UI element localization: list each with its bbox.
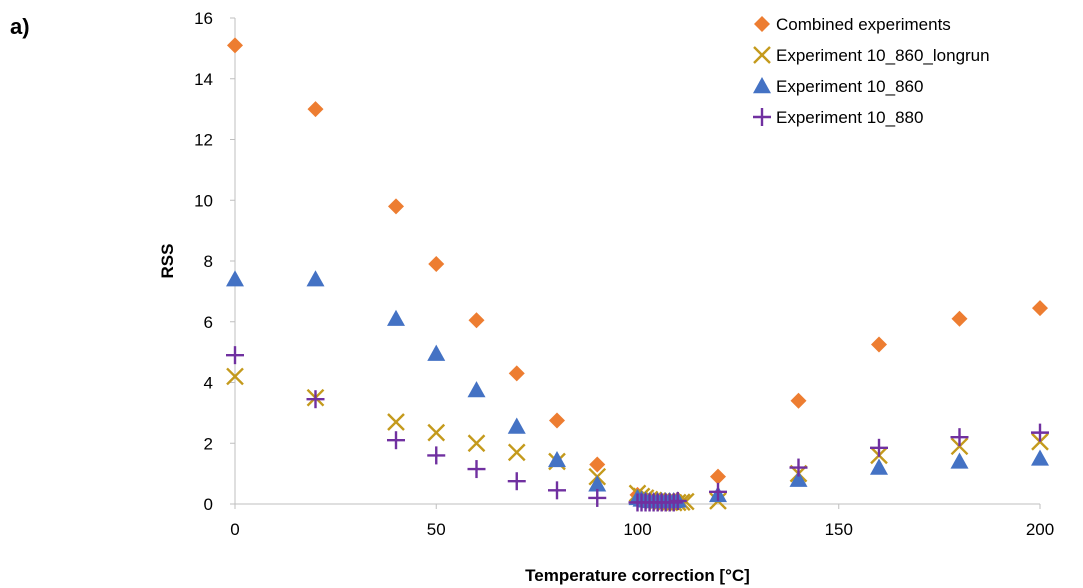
legend-label: Experiment 10_860 — [776, 77, 923, 96]
point-experiment-10-880 — [709, 482, 727, 501]
point-experiment-10-880 — [1031, 423, 1049, 442]
tick-labels: 0 2 4 6 8 10 12 14 16 0 50 100 150 200 — [194, 9, 1054, 539]
y-tick-label: 6 — [204, 313, 213, 332]
x-marker-stroke — [387, 413, 405, 431]
point-combined-experiments — [388, 198, 404, 215]
point-experiment-10-860 — [387, 309, 405, 326]
point-combined-experiments — [227, 37, 243, 54]
point-experiment-10-880 — [306, 390, 325, 409]
x-axis-title: Temperature correction [°C] — [525, 566, 750, 585]
point-experiment-10-860-longrun — [1031, 432, 1049, 451]
y-tick-label: 8 — [204, 252, 213, 271]
x-marker-stroke — [226, 367, 244, 386]
point-experiment-10-860 — [950, 452, 969, 469]
legend-marker — [753, 77, 771, 94]
point-experiment-10-880 — [664, 493, 683, 512]
point-combined-experiments — [1032, 300, 1048, 317]
point-combined-experiments — [307, 101, 324, 118]
point-experiment-10-880 — [387, 431, 405, 450]
legend-item-experiment-10-860: Experiment 10_860 — [753, 77, 923, 96]
point-experiment-10-860 — [427, 344, 446, 361]
point-experiment-10-860-longrun — [387, 413, 405, 431]
point-combined-experiments — [549, 412, 565, 429]
y-axis-title: RSS — [158, 244, 177, 279]
point-experiment-10-860 — [306, 270, 325, 287]
point-experiment-10-860-longrun — [950, 437, 969, 456]
point-experiment-10-880 — [588, 488, 607, 507]
point-experiment-10-860-longrun — [226, 367, 244, 386]
x-marker-stroke — [1031, 432, 1049, 451]
x-tick-label: 50 — [427, 520, 446, 539]
point-experiment-10-860-longrun — [507, 443, 526, 462]
point-experiment-10-860 — [548, 450, 566, 468]
point-combined-experiments — [428, 256, 445, 273]
point-combined-experiments — [710, 468, 726, 485]
panel-label: a) — [10, 14, 30, 39]
point-combined-experiments — [468, 312, 485, 329]
point-experiment-10-880 — [507, 472, 526, 491]
y-tick-label: 2 — [204, 434, 213, 453]
point-experiment-10-880 — [226, 346, 244, 365]
x-marker-stroke — [467, 434, 486, 453]
legend-item-experiment-10-860-longrun: Experiment 10_860_longrun — [753, 46, 990, 65]
point-experiment-10-880 — [427, 446, 446, 465]
y-tick-label: 14 — [194, 70, 213, 89]
x-tick-label: 0 — [230, 520, 239, 539]
x-tick-label: 200 — [1026, 520, 1054, 539]
y-tick-label: 10 — [194, 191, 213, 210]
point-combined-experiments — [951, 310, 968, 327]
point-experiment-10-880 — [789, 458, 808, 477]
x-marker-stroke — [507, 443, 526, 462]
y-tick-label: 4 — [204, 374, 213, 393]
legend-marker — [753, 108, 771, 126]
point-experiment-10-860 — [588, 475, 607, 492]
legend-item-combined-experiments: Combined experiments — [754, 15, 951, 34]
point-experiment-10-860 — [789, 470, 808, 487]
y-tick-label: 12 — [194, 131, 213, 150]
legend-item-experiment-10-880: Experiment 10_880 — [753, 108, 923, 127]
point-experiment-10-860-longrun — [427, 423, 446, 442]
point-experiment-10-860 — [507, 417, 526, 434]
y-tick-label: 16 — [194, 9, 213, 28]
legend-label: Experiment 10_860_longrun — [776, 46, 990, 65]
legend: Combined experiments Experiment 10_860_lo… — [753, 15, 990, 127]
point-experiment-10-860 — [870, 458, 888, 475]
x-tick-label: 150 — [825, 520, 853, 539]
point-experiment-10-860-longrun — [467, 434, 486, 453]
point-experiment-10-880 — [668, 491, 687, 510]
point-experiment-10-880 — [950, 428, 969, 447]
point-experiment-10-880 — [870, 438, 888, 457]
point-experiment-10-880 — [548, 481, 566, 500]
point-experiment-10-880 — [467, 460, 486, 479]
y-tick-label: 0 — [204, 495, 213, 514]
legend-marker — [754, 16, 770, 32]
x-tick-label: 100 — [623, 520, 651, 539]
legend-marker — [753, 46, 771, 64]
point-experiment-10-860 — [1031, 449, 1049, 466]
point-combined-experiments — [589, 456, 606, 473]
point-combined-experiments — [790, 392, 807, 409]
data-points — [226, 37, 1049, 512]
x-marker-stroke — [753, 46, 771, 64]
x-marker-stroke — [950, 437, 969, 456]
legend-label: Combined experiments — [776, 15, 951, 34]
point-experiment-10-860 — [467, 381, 486, 398]
point-combined-experiments — [508, 365, 525, 382]
legend-label: Experiment 10_880 — [776, 108, 923, 127]
point-combined-experiments — [871, 336, 887, 353]
x-marker-stroke — [427, 423, 446, 442]
point-experiment-10-860 — [226, 270, 244, 287]
